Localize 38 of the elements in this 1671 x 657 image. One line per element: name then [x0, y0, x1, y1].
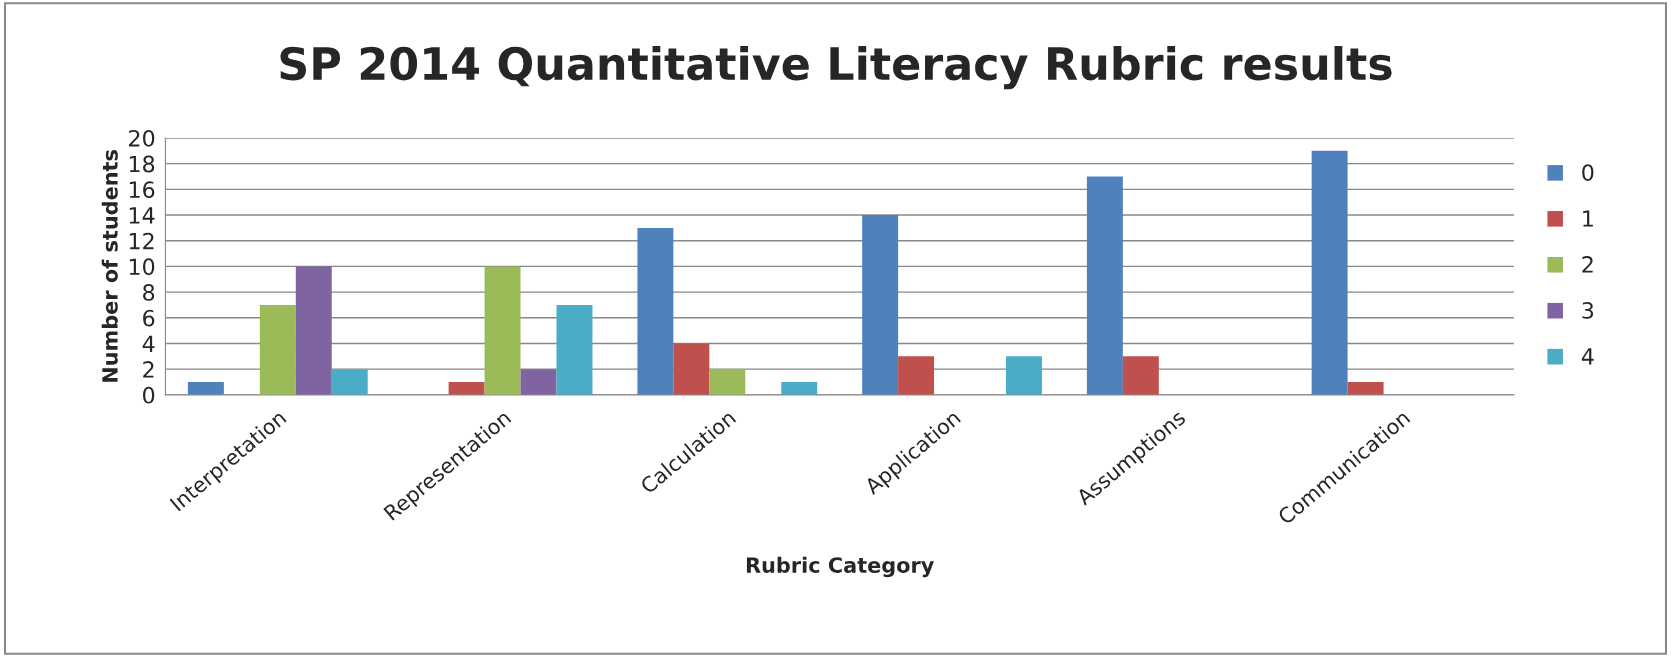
bar [1122, 356, 1159, 395]
y-tick-label: 0 [143, 386, 155, 404]
bar [331, 369, 368, 395]
bar [862, 215, 899, 395]
bar [1086, 176, 1123, 395]
bar [898, 356, 935, 395]
chart-title: SP 2014 Quantitative Literacy Rubric results [280, 45, 1392, 90]
bar [1311, 150, 1348, 395]
bar [673, 343, 710, 395]
bar [259, 304, 296, 395]
bar [1347, 382, 1384, 395]
legend-label: 3 [1582, 302, 1594, 319]
bar [295, 266, 332, 395]
legend-label: 2 [1582, 256, 1593, 273]
y-tick-label: 8 [143, 284, 155, 301]
y-tick-label: 12 [129, 232, 154, 250]
y-tick-label: 20 [129, 129, 155, 147]
y-tick-label: 4 [142, 335, 155, 352]
legend-label: 4 [1581, 348, 1594, 365]
bar [781, 382, 818, 395]
y-axis-title: Number of students [101, 150, 118, 382]
y-tick-label: 2 [143, 361, 154, 378]
y-tick-label: 14 [129, 207, 155, 224]
bar [1005, 356, 1042, 395]
x-axis-title: Rubric Category [746, 556, 934, 578]
y-tick-label: 10 [129, 258, 155, 276]
bar [556, 304, 593, 395]
bar [520, 369, 557, 395]
bar [484, 266, 521, 395]
legend-label: 0 [1582, 164, 1594, 181]
bar [187, 382, 224, 395]
bar [709, 369, 746, 395]
legend-label: 1 [1583, 210, 1593, 227]
y-tick-label: 16 [129, 181, 155, 199]
bar [637, 227, 674, 395]
bar [448, 382, 485, 395]
y-tick-label: 18 [129, 155, 155, 173]
y-tick-label: 6 [143, 309, 155, 327]
